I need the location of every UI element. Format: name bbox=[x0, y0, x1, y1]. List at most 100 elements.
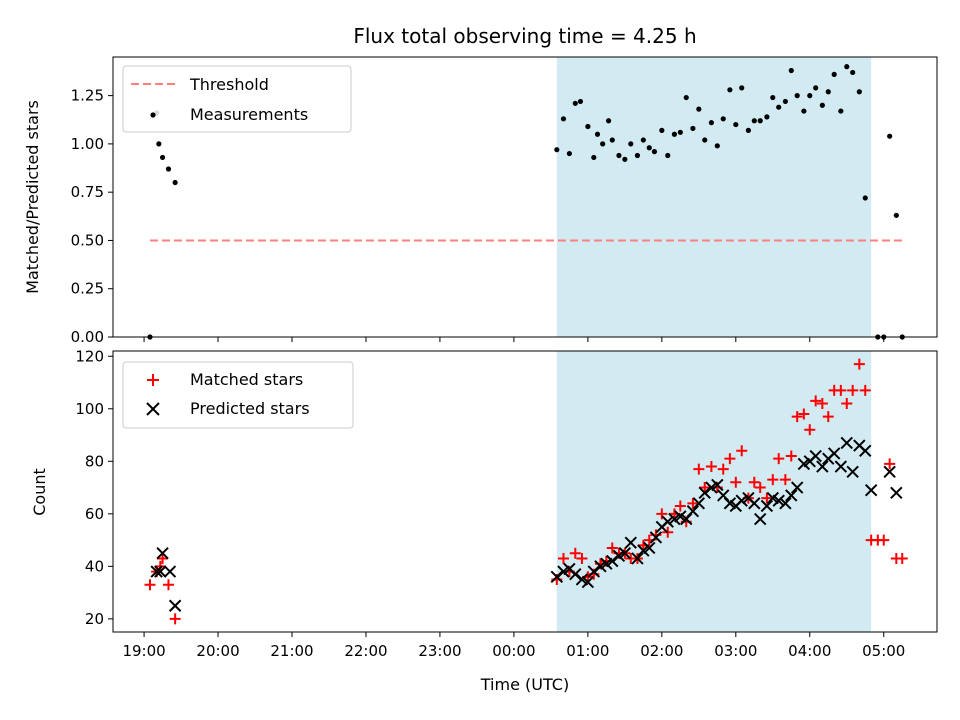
matched-star-point bbox=[169, 613, 181, 625]
measurement-point bbox=[677, 129, 683, 135]
x-tick-label: 19:00 bbox=[122, 642, 165, 660]
count-y-tick-label: 120 bbox=[75, 347, 104, 365]
measurement-point bbox=[819, 102, 825, 108]
measurement-point bbox=[702, 137, 708, 143]
matched-star-point bbox=[816, 398, 828, 410]
matched-star-point bbox=[730, 476, 742, 488]
measurement-point bbox=[856, 89, 862, 95]
matched-star-point bbox=[835, 384, 847, 396]
matched-star-point bbox=[791, 411, 803, 423]
x-tick-label: 05:00 bbox=[862, 642, 905, 660]
matched-star-point bbox=[162, 579, 174, 591]
matched-star-point bbox=[569, 547, 581, 559]
matched-star-point bbox=[767, 474, 779, 486]
measurement-point bbox=[616, 152, 622, 159]
ratio-legend-box bbox=[122, 65, 352, 133]
measurement-point bbox=[696, 106, 702, 112]
predicted-star-point bbox=[809, 449, 822, 463]
x-tick-label: 00:00 bbox=[492, 642, 535, 660]
x-tick-label: 03:00 bbox=[714, 642, 757, 660]
measurement-point bbox=[605, 118, 612, 124]
measurement-point bbox=[801, 108, 807, 114]
matched-star-point bbox=[853, 358, 865, 370]
matched-star-point bbox=[779, 474, 791, 486]
predicted-star-point bbox=[785, 489, 798, 502]
matched-star-point bbox=[748, 476, 760, 488]
measurement-point bbox=[862, 195, 868, 201]
measurement-point bbox=[159, 154, 166, 161]
matched-star-point bbox=[841, 398, 853, 410]
measurement-point bbox=[887, 133, 893, 139]
legend-threshold-label: Threshold bbox=[189, 75, 269, 94]
matched-star-point bbox=[717, 463, 729, 475]
measurement-point bbox=[622, 156, 628, 162]
measurement-point bbox=[572, 100, 578, 106]
legend-predicted-swatch bbox=[146, 402, 160, 416]
predicted-star-point bbox=[760, 499, 774, 513]
matched-star-point bbox=[724, 453, 736, 465]
ratio-y-tick-label: 1.00 bbox=[71, 135, 104, 153]
count-panel: 20 40 60 80 100 120 19:00 20:00 21:00 22:00 23:00 0… bbox=[30, 347, 938, 694]
legend-predicted-label: Predicted stars bbox=[190, 399, 310, 418]
matched-star-point bbox=[699, 482, 711, 494]
measurement-point bbox=[813, 85, 819, 91]
measurement-point bbox=[651, 149, 658, 155]
ratio-y-tick-label: 0.00 bbox=[71, 328, 104, 346]
predicted-star-point bbox=[859, 444, 872, 458]
measurement-point bbox=[838, 108, 844, 114]
matched-star-point bbox=[859, 384, 871, 396]
measurement-point bbox=[751, 118, 757, 124]
matched-star-point bbox=[576, 552, 588, 564]
measurement-point bbox=[714, 143, 720, 149]
matched-star-point bbox=[785, 450, 797, 462]
measurement-point bbox=[831, 71, 837, 77]
measurement-point bbox=[646, 145, 652, 151]
matched-star-point bbox=[705, 461, 717, 473]
matched-star-point bbox=[754, 482, 766, 494]
predicted-star-point bbox=[618, 547, 632, 560]
matched-star-point bbox=[761, 492, 773, 504]
predicted-star-point bbox=[883, 465, 896, 479]
ratio-panel: 0.00 0.25 0.50 0.75 1.00 1.25 Matched/Predict… bbox=[23, 56, 938, 346]
count-legend-box bbox=[122, 361, 354, 429]
measurement-point bbox=[807, 93, 813, 99]
measurement-point bbox=[794, 93, 800, 99]
measurement-point bbox=[788, 67, 794, 74]
count-legend: Matched stars Predicted stars bbox=[122, 361, 354, 429]
measurement-point bbox=[850, 69, 856, 76]
matched-star-point bbox=[798, 408, 810, 420]
measurement-point bbox=[585, 123, 591, 130]
matched-star-point bbox=[557, 552, 569, 564]
matched-star-point bbox=[674, 500, 686, 512]
matched-star-point bbox=[693, 463, 705, 475]
measurement-point bbox=[770, 94, 776, 101]
matched-star-point bbox=[847, 384, 859, 396]
ratio-y-tick-label: 1.25 bbox=[71, 87, 104, 105]
matched-star-point bbox=[878, 534, 890, 546]
measurement-point bbox=[577, 98, 584, 105]
count-y-tick-label: 20 bbox=[85, 610, 104, 628]
measurement-point bbox=[600, 141, 606, 147]
ratio-panel-frame bbox=[112, 56, 938, 338]
count-y-tick-label: 60 bbox=[85, 505, 104, 523]
measurement-point bbox=[776, 104, 782, 110]
count-y-tick-label: 80 bbox=[85, 452, 104, 470]
predicted-star-point bbox=[150, 565, 163, 578]
x-tick-label: 04:00 bbox=[788, 642, 831, 660]
predicted-star-point bbox=[840, 436, 853, 450]
measurement-point bbox=[720, 116, 726, 122]
predicted-star-point bbox=[649, 531, 663, 544]
measurement-point bbox=[671, 131, 678, 137]
measurement-point bbox=[640, 137, 646, 143]
count-y-tick-label: 100 bbox=[75, 400, 104, 418]
ratio-y-tick-label: 0.25 bbox=[71, 280, 104, 298]
matched-star-point bbox=[896, 552, 908, 564]
x-tick-label: 01:00 bbox=[566, 642, 609, 660]
ratio-y-tick-label: 0.50 bbox=[71, 231, 104, 249]
measurement-point bbox=[156, 141, 162, 147]
measurement-point bbox=[893, 212, 899, 218]
count-panel-frame bbox=[112, 350, 938, 633]
ratio-observing-window bbox=[556, 57, 872, 337]
predicted-star-point bbox=[643, 541, 656, 555]
ratio-legend: Threshold Measurements bbox=[122, 65, 352, 133]
